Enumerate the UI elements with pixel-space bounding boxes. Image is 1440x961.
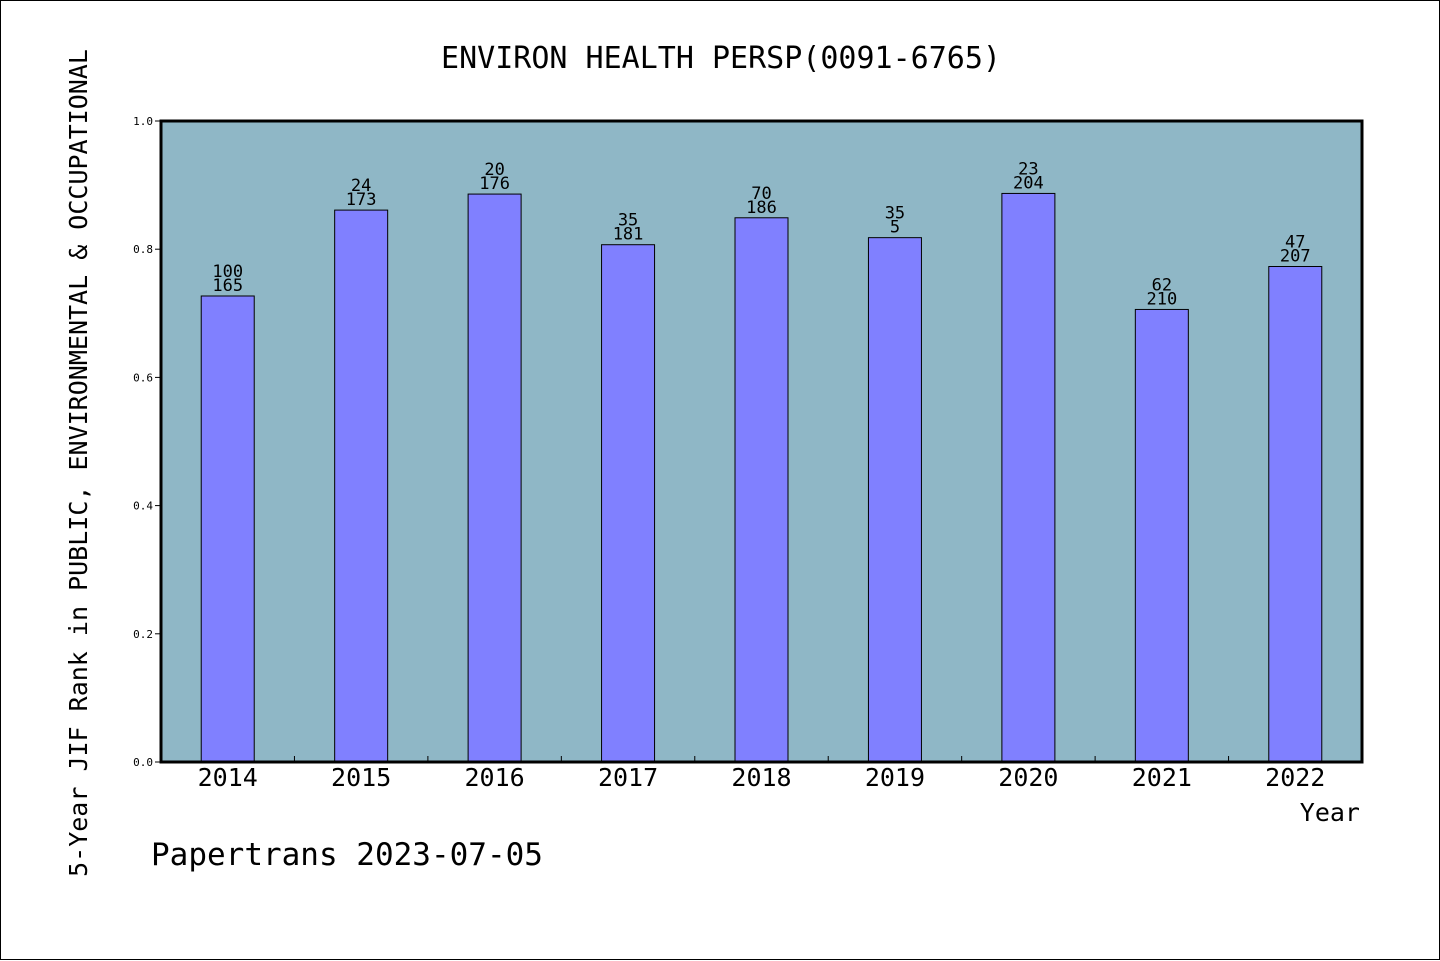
x-tick-label: 2019 xyxy=(865,763,925,792)
bar-label-rank: 62 xyxy=(1152,275,1172,295)
x-axis: 2014 2015 2016 2017 2018 2019 2020 2021 2022 xyxy=(198,756,1325,792)
bar xyxy=(867,237,922,763)
bar xyxy=(467,193,522,763)
x-tick-label: 2021 xyxy=(1132,763,1192,792)
bar-label-total: 165 xyxy=(212,276,243,296)
bar-label-total: 186 xyxy=(746,198,777,218)
bar xyxy=(200,295,255,763)
y-tick-label: 0.4 xyxy=(133,500,153,513)
bar-label-rank: 35 xyxy=(885,204,905,224)
bar-label-total: 210 xyxy=(1146,289,1177,309)
bar-label-rank: 35 xyxy=(618,211,638,231)
chart-title: ENVIRON HEALTH PERSP(0091-6765) xyxy=(441,41,1001,76)
bar xyxy=(601,244,656,763)
bar-label-total: 181 xyxy=(613,225,644,245)
x-axis-label: Year xyxy=(1300,798,1360,827)
bar-label-rank: 100 xyxy=(212,262,243,282)
y-axis-label: 5-Year JIF Rank in PUBLIC, ENVIRONMENTAL… xyxy=(64,49,93,877)
y-tick-label: 0.6 xyxy=(133,371,153,384)
x-tick-label: 2016 xyxy=(465,763,525,792)
plot-border xyxy=(159,119,1364,764)
bar-label-rank: 70 xyxy=(751,184,771,204)
bar-label-rank: 23 xyxy=(1018,159,1038,179)
y-axis: 0.0 0.2 0.4 0.6 0.8 1.0 xyxy=(133,115,161,769)
x-tick-label: 2015 xyxy=(331,763,391,792)
bar-label-rank: 47 xyxy=(1285,233,1305,253)
bar-label-rank: 20 xyxy=(484,160,504,180)
x-tick-label: 2022 xyxy=(1265,763,1325,792)
y-tick-label: 1.0 xyxy=(133,115,153,128)
x-tick-label: 2014 xyxy=(198,763,258,792)
bar-label-total: 176 xyxy=(479,174,510,194)
watermark: Papertrans 2023-07-05 xyxy=(151,837,543,873)
x-tick-label: 2017 xyxy=(598,763,658,792)
x-tick-label: 2020 xyxy=(998,763,1058,792)
bar xyxy=(334,209,389,763)
bar xyxy=(1268,266,1323,763)
bar xyxy=(1134,308,1189,763)
bar xyxy=(1001,192,1056,763)
y-tick-label: 0.0 xyxy=(133,756,153,769)
bar xyxy=(734,217,789,763)
bar-label-rank: 24 xyxy=(351,176,371,196)
bar-label-total: 207 xyxy=(1280,247,1311,267)
bar-label-total: 5 xyxy=(890,218,900,238)
bar-label-total: 204 xyxy=(1013,173,1044,193)
bar-label-total: 173 xyxy=(346,190,377,210)
y-tick-label: 0.8 xyxy=(133,243,153,256)
y-tick-label: 0.2 xyxy=(133,628,153,641)
x-tick-label: 2018 xyxy=(731,763,791,792)
